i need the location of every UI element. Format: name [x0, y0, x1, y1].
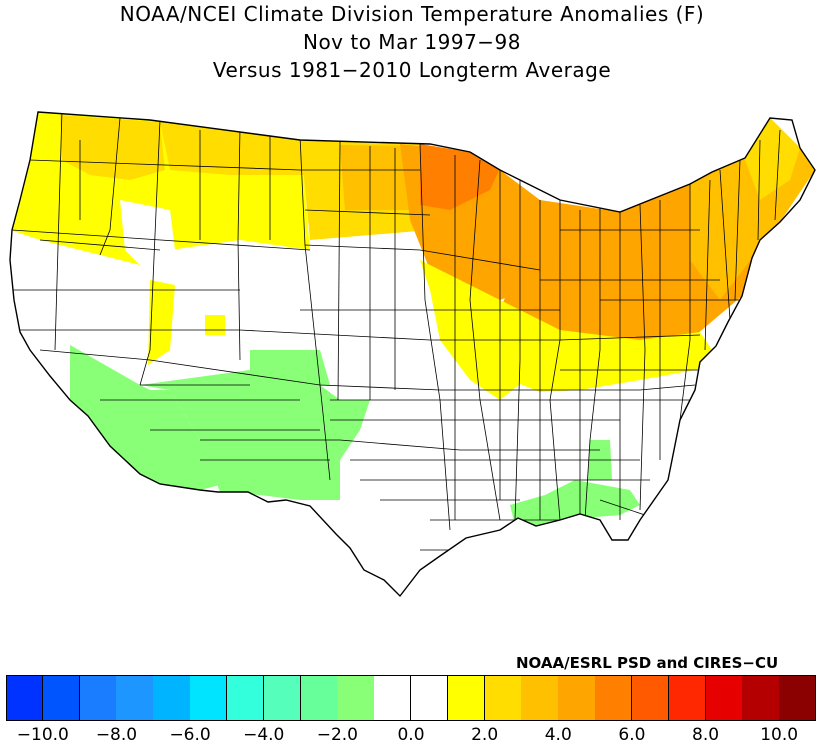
color-legend	[6, 675, 817, 721]
division-boundary	[200, 439, 600, 451]
legend-swatch	[631, 675, 670, 721]
legend-tick-label: −8.0	[95, 725, 138, 745]
legend-tick-label: 4.0	[544, 725, 572, 745]
division-boundary	[734, 159, 741, 301]
division-boundary	[719, 169, 731, 321]
legend-swatch	[337, 675, 375, 721]
idaho-neutral	[120, 200, 175, 265]
division-boundary	[419, 143, 451, 531]
division-boundary	[54, 112, 63, 351]
southwest-cool	[140, 370, 370, 500]
legend-swatch	[447, 675, 486, 721]
us-climate-division-map	[9, 111, 816, 597]
legend-swatch	[705, 675, 743, 721]
division-boundary	[139, 119, 161, 386]
division-boundary	[237, 127, 241, 361]
legend-tick-label: 0.0	[397, 725, 425, 745]
division-boundary	[39, 349, 696, 391]
legend-swatch	[226, 675, 265, 721]
division-borders	[10, 112, 781, 551]
legend-tick-label: 10.0	[760, 725, 799, 745]
division-boundary	[39, 239, 161, 251]
legend-swatch	[484, 675, 522, 721]
division-boundary	[774, 129, 781, 221]
division-boundary	[20, 329, 701, 341]
legend-tick-label: 8.0	[692, 725, 720, 745]
division-boundary	[514, 180, 521, 521]
legend-tick-label: −2.0	[316, 725, 358, 745]
division-boundary	[757, 139, 761, 241]
legend-swatch	[300, 675, 338, 721]
legend-tick-label: 6.0	[618, 725, 646, 745]
division-boundary	[639, 204, 646, 511]
arizona-cool	[70, 345, 240, 490]
division-boundary	[29, 159, 420, 171]
ohio-valley-warm	[420, 260, 720, 400]
legend-tick-label: 2.0	[471, 725, 499, 745]
legend-swatch	[595, 675, 633, 721]
legend-swatch	[521, 675, 559, 721]
legend-swatch	[668, 675, 707, 721]
legend-swatch	[742, 675, 780, 721]
legend-tick-label: −6.0	[169, 725, 211, 745]
division-boundary	[704, 179, 711, 351]
division-boundary	[304, 209, 431, 216]
map-baseline: Versus 1981−2010 Longterm Average	[212, 58, 612, 82]
map-title: NOAA/NCEI Climate Division Temperature A…	[119, 2, 705, 26]
map-period: Nov to Mar 1997−98	[302, 30, 522, 54]
division-boundary	[337, 141, 341, 401]
legend-swatch	[190, 675, 228, 721]
legend-swatch	[116, 675, 154, 721]
maine-warm	[745, 118, 800, 200]
legend-swatch	[263, 675, 302, 721]
legend-swatch	[79, 675, 117, 721]
legend-swatch	[779, 675, 817, 721]
legend-tick-label: −4.0	[243, 725, 285, 745]
colorado-cool	[250, 350, 330, 390]
legend-swatch	[153, 675, 191, 721]
legend-tick-label: −10.0	[16, 725, 69, 745]
colorado-spot-warm	[205, 315, 225, 335]
division-boundary	[11, 229, 311, 251]
legend-swatch	[374, 675, 412, 721]
utah-strip-warm	[148, 280, 175, 365]
division-boundary	[679, 184, 691, 421]
legend-swatch	[42, 675, 81, 721]
data-credit: NOAA/ESRL PSD and CIRES−CU	[516, 654, 779, 672]
legend-swatch	[6, 675, 44, 721]
montana-warm	[160, 122, 305, 175]
legend-swatch	[411, 675, 449, 721]
division-boundary	[99, 117, 121, 256]
division-boundary	[299, 135, 331, 481]
legend-swatch	[558, 675, 596, 721]
